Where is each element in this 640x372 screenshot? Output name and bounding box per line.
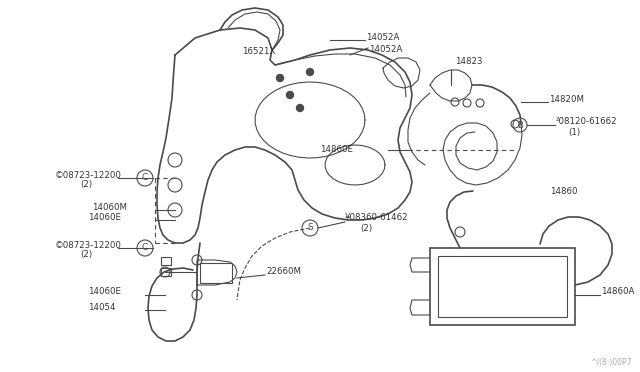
Circle shape: [287, 92, 294, 99]
Text: ^/(8:)00P7: ^/(8:)00P7: [590, 357, 632, 366]
Bar: [438, 256, 567, 317]
Text: 22660M: 22660M: [266, 267, 301, 276]
Text: C: C: [142, 244, 148, 253]
Bar: [161, 268, 171, 276]
Text: 14052A: 14052A: [369, 45, 403, 55]
Text: ©08723-12200: ©08723-12200: [55, 170, 122, 180]
Text: (2): (2): [80, 180, 92, 189]
Text: 14860A: 14860A: [601, 288, 634, 296]
Bar: [430, 248, 575, 325]
Text: 14823: 14823: [455, 58, 483, 67]
Text: ©08723-12200: ©08723-12200: [55, 241, 122, 250]
Text: 14860: 14860: [550, 187, 577, 196]
Bar: [200, 263, 232, 283]
Text: 14820M: 14820M: [549, 96, 584, 105]
Circle shape: [307, 68, 314, 76]
Text: ¥08360-61462: ¥08360-61462: [345, 214, 408, 222]
Text: 16521X: 16521X: [242, 48, 275, 57]
Text: (1): (1): [568, 128, 580, 137]
Text: C: C: [142, 173, 148, 183]
Text: (2): (2): [80, 250, 92, 260]
Circle shape: [276, 74, 284, 81]
Text: S: S: [307, 224, 313, 232]
Text: ²08120-61662: ²08120-61662: [556, 118, 618, 126]
Text: B: B: [517, 121, 523, 129]
Text: 14060E: 14060E: [88, 214, 121, 222]
Text: 14054: 14054: [88, 302, 115, 311]
Text: (2): (2): [360, 224, 372, 232]
Text: 14860E: 14860E: [320, 145, 353, 154]
Bar: [161, 257, 171, 265]
Text: 14060M: 14060M: [92, 202, 127, 212]
Text: 14060E: 14060E: [88, 288, 121, 296]
Text: 14052A: 14052A: [366, 33, 399, 42]
Circle shape: [296, 105, 303, 112]
